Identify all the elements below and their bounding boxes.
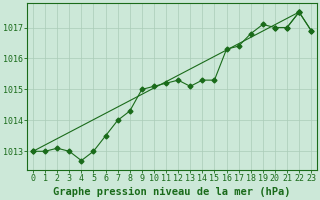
X-axis label: Graphe pression niveau de la mer (hPa): Graphe pression niveau de la mer (hPa) <box>53 187 291 197</box>
